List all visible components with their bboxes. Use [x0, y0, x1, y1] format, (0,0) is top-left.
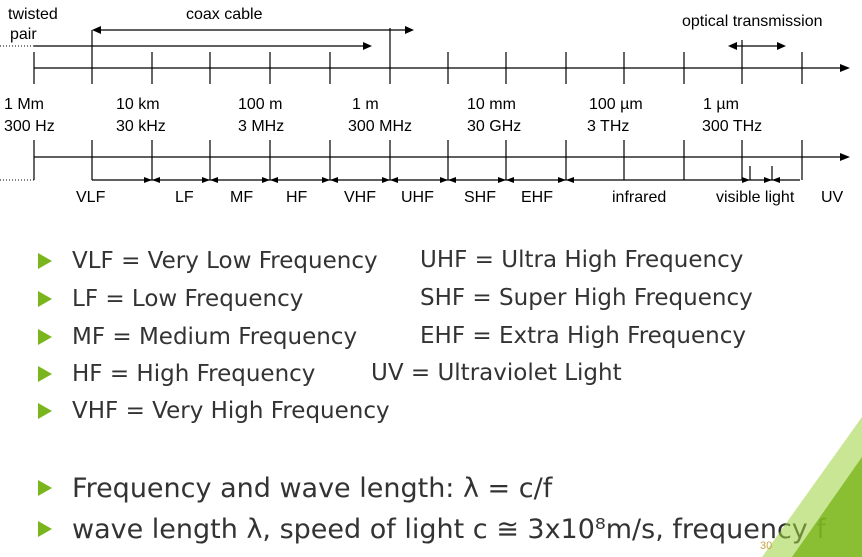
band-label: MF — [230, 189, 254, 206]
definition-text: VHF = Very High Frequency — [72, 398, 390, 424]
definition-text: SHF = Super High Frequency — [420, 285, 753, 311]
list-item: wave length λ, speed of light c ≅ 3x10⁸m… — [38, 513, 826, 545]
bullet-icon — [38, 480, 52, 496]
definition-text: MF = Medium Frequency — [72, 324, 358, 350]
frequency-tick: 3 THz — [587, 118, 630, 135]
band-label: HF — [286, 189, 308, 206]
wavelength-tick: 1 Mm — [4, 96, 44, 113]
band-label: UHF — [401, 189, 434, 206]
frequency-tick: 300 Hz — [4, 118, 55, 135]
band-label: SHF — [464, 189, 496, 206]
definition-text: UHF = Ultra High Frequency — [420, 247, 744, 273]
definition-text: VLF = Very Low Frequency — [72, 248, 378, 274]
list-item: Frequency and wave length: λ = c/f — [38, 472, 553, 504]
band-label: visible light — [716, 189, 795, 206]
spectrum-diagram — [0, 26, 850, 183]
definition-text: LF = Low Frequency — [72, 286, 304, 312]
band-label: UV — [821, 189, 844, 206]
frequency-tick: 30 kHz — [116, 118, 166, 135]
band-label: VLF — [76, 189, 106, 206]
twisted-pair-label-line1: twisted — [8, 6, 58, 23]
list-item: MF = Medium Frequency — [38, 322, 357, 352]
definition-text: UV = Ultraviolet Light — [371, 360, 622, 386]
wavelength-tick: 100 m — [238, 96, 283, 113]
twisted-pair-label-line2: pair — [10, 26, 37, 43]
frequency-tick: 300 THz — [702, 118, 763, 135]
corner-decoration — [762, 417, 862, 557]
page-number: 30 — [760, 540, 773, 552]
definition-text: HF = High Frequency — [72, 361, 316, 387]
wavelength-tick: 100 µm — [589, 96, 643, 113]
optical-transmission-label: optical transmission — [682, 13, 823, 30]
coax-cable-label: coax cable — [186, 6, 263, 23]
frequency-tick: 300 MHz — [348, 118, 413, 135]
frequency-tick: 3 MHz — [238, 118, 285, 135]
constants-text: wave length λ, speed of light c ≅ 3x10⁸m… — [72, 513, 826, 545]
frequency-tick: 30 GHz — [467, 118, 522, 135]
definition-text: EHF = Extra High Frequency — [420, 323, 746, 349]
band-label: infrared — [612, 189, 667, 206]
list-item: VHF = Very High Frequency — [38, 396, 390, 426]
list-item: VLF = Very Low Frequency — [38, 246, 378, 276]
wavelength-tick: 1 m — [352, 96, 379, 113]
list-item: LF = Low Frequency — [38, 284, 303, 314]
formula-text: Frequency and wave length: λ = c/f — [72, 472, 553, 504]
bullet-icon — [38, 403, 52, 419]
band-label: LF — [175, 189, 194, 206]
band-label: EHF — [521, 189, 553, 206]
wavelength-tick: 1 µm — [703, 96, 739, 113]
band-label: VHF — [344, 189, 376, 206]
bullet-icon — [38, 329, 52, 345]
list-item: HF = High Frequency — [38, 359, 315, 389]
bullet-icon — [38, 521, 52, 537]
wavelength-tick: 10 km — [116, 96, 160, 113]
wavelength-tick: 10 mm — [467, 96, 516, 113]
bullet-icon — [38, 366, 52, 382]
bullet-icon — [38, 291, 52, 307]
bullet-icon — [38, 253, 52, 269]
